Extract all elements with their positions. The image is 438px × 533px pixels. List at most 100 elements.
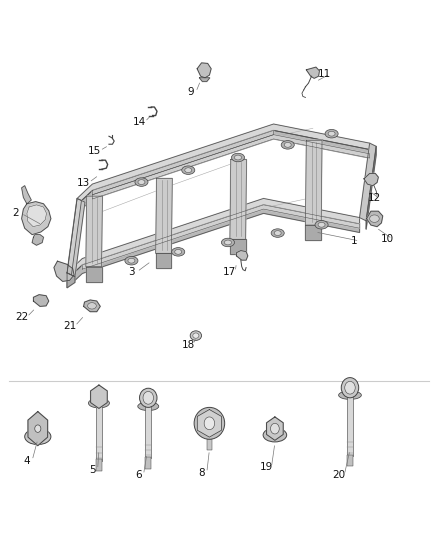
Ellipse shape — [138, 402, 159, 410]
Polygon shape — [237, 251, 248, 260]
Polygon shape — [199, 78, 210, 82]
Ellipse shape — [318, 222, 325, 227]
Bar — [347, 395, 353, 456]
Polygon shape — [197, 409, 222, 437]
Polygon shape — [92, 131, 274, 195]
Ellipse shape — [25, 429, 51, 445]
Polygon shape — [67, 205, 360, 288]
Ellipse shape — [370, 215, 379, 222]
Polygon shape — [230, 239, 246, 254]
Ellipse shape — [315, 221, 328, 229]
Ellipse shape — [138, 180, 145, 184]
Circle shape — [345, 381, 355, 394]
Text: 20: 20 — [332, 470, 346, 480]
Polygon shape — [28, 411, 48, 446]
Ellipse shape — [221, 238, 234, 247]
Ellipse shape — [88, 303, 96, 309]
Ellipse shape — [175, 249, 182, 254]
Polygon shape — [86, 196, 102, 266]
Polygon shape — [33, 295, 49, 306]
Ellipse shape — [234, 155, 241, 160]
Polygon shape — [305, 225, 321, 240]
Ellipse shape — [325, 130, 338, 138]
Polygon shape — [21, 201, 51, 235]
Polygon shape — [364, 173, 378, 185]
Polygon shape — [305, 140, 322, 225]
Text: 18: 18 — [182, 340, 195, 350]
Ellipse shape — [194, 407, 225, 439]
Text: 21: 21 — [63, 321, 76, 331]
Text: 15: 15 — [88, 146, 101, 156]
Text: 3: 3 — [128, 267, 135, 277]
Polygon shape — [360, 143, 376, 221]
Text: 9: 9 — [187, 87, 194, 97]
Ellipse shape — [224, 240, 231, 245]
Ellipse shape — [182, 166, 195, 174]
Polygon shape — [155, 179, 172, 253]
Ellipse shape — [263, 428, 287, 442]
Ellipse shape — [339, 391, 361, 399]
Text: 4: 4 — [24, 456, 30, 465]
Ellipse shape — [140, 388, 157, 407]
Ellipse shape — [281, 141, 294, 149]
Polygon shape — [267, 417, 283, 440]
Text: 5: 5 — [89, 465, 95, 474]
Polygon shape — [306, 67, 319, 78]
Ellipse shape — [88, 398, 110, 408]
Polygon shape — [366, 147, 376, 229]
Ellipse shape — [185, 168, 192, 173]
Text: 2: 2 — [13, 208, 19, 219]
Polygon shape — [230, 159, 247, 239]
Text: 8: 8 — [198, 468, 205, 478]
Ellipse shape — [190, 331, 201, 341]
Polygon shape — [77, 131, 370, 213]
Polygon shape — [67, 273, 75, 288]
Ellipse shape — [135, 178, 148, 187]
Bar — [207, 439, 212, 450]
Text: 11: 11 — [318, 69, 331, 79]
Text: 13: 13 — [77, 177, 90, 188]
Polygon shape — [27, 205, 46, 227]
Ellipse shape — [128, 259, 135, 263]
Circle shape — [143, 391, 153, 404]
Ellipse shape — [193, 333, 199, 338]
Polygon shape — [92, 135, 370, 199]
Polygon shape — [32, 235, 43, 245]
Text: 10: 10 — [381, 234, 394, 244]
Polygon shape — [86, 266, 102, 281]
Circle shape — [271, 423, 279, 434]
Ellipse shape — [35, 425, 41, 432]
Text: 22: 22 — [15, 312, 28, 322]
Polygon shape — [67, 198, 360, 279]
Text: 1: 1 — [351, 236, 358, 246]
Polygon shape — [54, 261, 74, 281]
Ellipse shape — [172, 248, 185, 256]
Ellipse shape — [271, 229, 284, 237]
Bar — [145, 457, 151, 469]
Bar — [347, 455, 353, 466]
Bar — [96, 459, 102, 471]
Bar — [96, 403, 102, 461]
Polygon shape — [84, 300, 100, 312]
Ellipse shape — [284, 142, 291, 147]
Text: 12: 12 — [367, 193, 381, 204]
Polygon shape — [155, 253, 171, 268]
Ellipse shape — [328, 131, 335, 136]
Polygon shape — [67, 198, 81, 275]
Bar — [145, 406, 151, 458]
Polygon shape — [367, 211, 383, 227]
Ellipse shape — [341, 377, 359, 398]
Polygon shape — [21, 185, 31, 204]
Polygon shape — [67, 198, 85, 277]
Polygon shape — [197, 63, 211, 78]
Text: 19: 19 — [260, 463, 273, 472]
Text: 17: 17 — [223, 267, 237, 277]
Ellipse shape — [274, 231, 281, 236]
Polygon shape — [82, 205, 360, 269]
Circle shape — [204, 417, 215, 430]
Ellipse shape — [231, 154, 244, 162]
Text: 6: 6 — [135, 470, 141, 480]
Polygon shape — [91, 385, 107, 408]
Text: 14: 14 — [133, 117, 146, 127]
Polygon shape — [77, 124, 370, 205]
